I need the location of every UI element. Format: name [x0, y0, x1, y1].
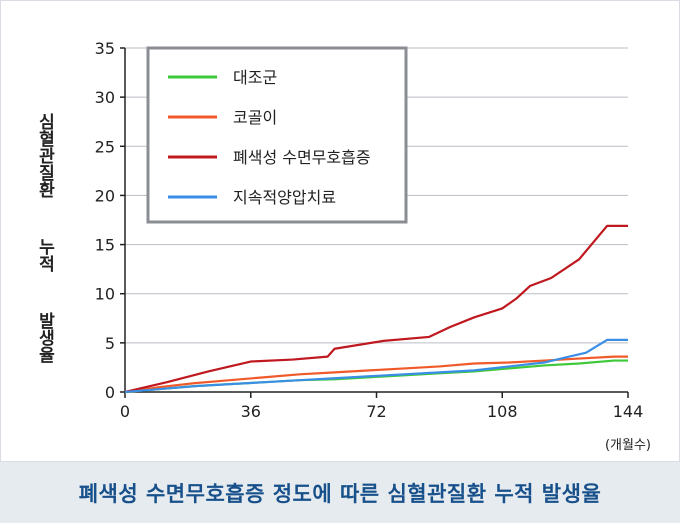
line-chart: 0 5 10 15 20 25 30 35 0 36 72 108 144 (개월수) 대조군코골이폐색성 … — [95, 39, 651, 453]
chart-area: 심혈관질환 누적 발생율 0 5 10 15 20 25 30 35 0 36 72 108 144 (개… — [0, 0, 680, 462]
x-tick-label: 36 — [241, 402, 261, 421]
y-tick-label: 5 — [105, 334, 115, 353]
legend-label: 코골이 — [233, 108, 277, 127]
legend-label: 대조군 — [233, 68, 277, 87]
legend-label: 지속적양압치료 — [233, 188, 336, 207]
y-tick-label: 15 — [95, 236, 115, 255]
y-tick-label: 25 — [95, 137, 115, 156]
figure-caption: 폐색성 수면무호흡증 정도에 따른 심혈관질환 누적 발생율 — [78, 481, 602, 506]
series-line — [124, 355, 628, 394]
x-tick-label: 108 — [487, 402, 518, 421]
x-tick-label: 0 — [120, 402, 130, 421]
x-axis-label: (개월수) — [605, 438, 651, 453]
y-tick-label: 10 — [95, 285, 115, 304]
series-line — [124, 224, 628, 394]
y-tick-label: 30 — [95, 88, 115, 107]
x-tick-label: 144 — [613, 402, 644, 421]
y-axis-label: 심혈관질환 누적 발생율 — [34, 113, 55, 363]
legend-label: 폐색성 수면무호흡증 — [233, 148, 371, 167]
y-axis-label-wrap: 심혈관질환 누적 발생율 — [31, 113, 59, 363]
series-line — [124, 338, 628, 394]
y-tick-label: 20 — [95, 186, 115, 205]
x-tick-label: 72 — [366, 402, 386, 421]
caption-bar: 폐색성 수면무호흡증 정도에 따른 심혈관질환 누적 발생율 — [0, 462, 680, 523]
y-tick-label: 0 — [105, 383, 115, 402]
y-tick-label: 35 — [95, 39, 115, 58]
